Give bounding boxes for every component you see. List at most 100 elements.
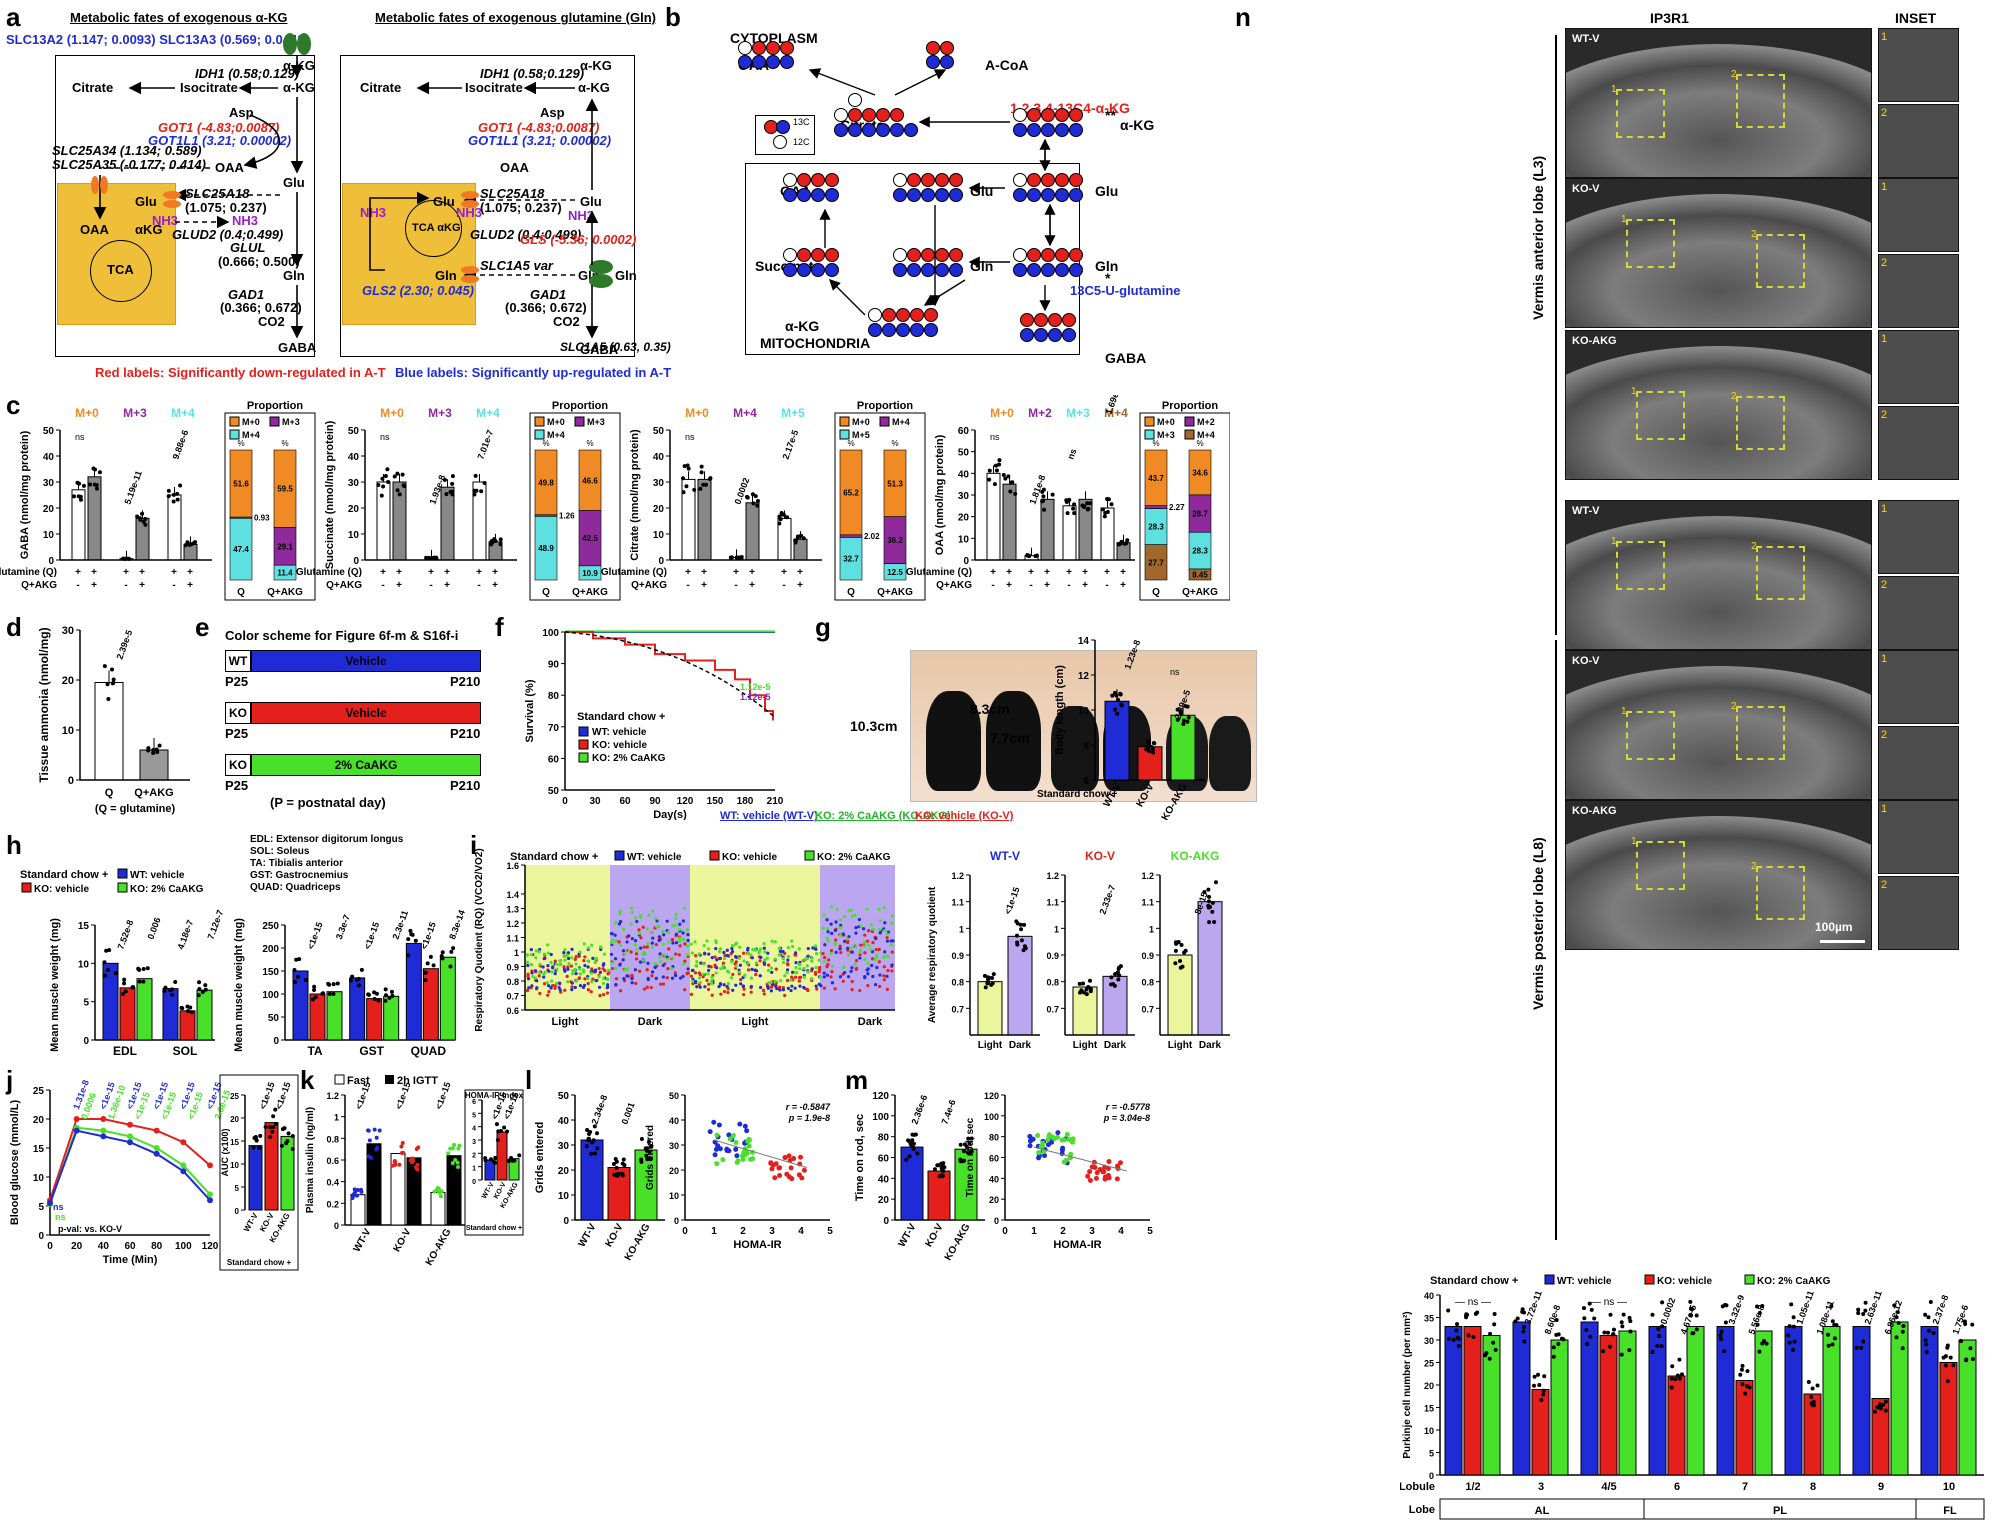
y-tick-label: 1 [472,1166,476,1173]
data-point [589,971,594,975]
data-point [754,969,759,973]
inset-image: 1 [1878,330,1959,404]
data-point [830,964,835,968]
data-point [635,948,639,952]
inset-image: 2 [1878,406,1959,480]
x-row-label: Glutamine (Q) [601,567,667,578]
legend-swatch [578,739,589,750]
data-point [541,965,545,969]
data-point [1764,1341,1769,1346]
carbon-atom [910,308,924,322]
p-value-label: <1e-15 [419,921,438,951]
y-tick-label: 50 [653,426,665,437]
x-tick-label: 2 [1060,1226,1066,1237]
bar [422,968,439,1041]
data-point [866,967,870,971]
data-point [185,1004,190,1009]
data-point [859,943,863,947]
y-tick-label: 120 [872,1091,889,1102]
data-point [179,1005,184,1010]
category-label: EDL [113,1044,137,1058]
data-point [73,1116,80,1122]
segment-value: 28.7 [1192,510,1208,519]
data-point [1034,553,1039,558]
bar [607,1167,631,1221]
data-point [865,939,870,943]
data-point [802,985,806,990]
data-point [506,1159,511,1164]
data-point [678,944,682,948]
data-point [1811,1399,1816,1404]
carbon-atom [862,108,876,122]
data-point [962,1142,967,1147]
data-point [678,936,682,940]
data-point [1087,1177,1093,1183]
data-point [717,985,721,989]
legend-label: M+0 [242,417,260,427]
data-point [699,961,703,965]
data-point [598,970,602,974]
minus-sign: - [991,580,994,591]
data-point [786,986,790,990]
data-point [838,918,843,922]
data-point [674,912,678,916]
data-point [830,905,834,909]
data-point [448,964,453,969]
data-point [1895,1310,1900,1315]
carbon-atom [780,41,794,55]
panel-b: CYTOPLASM MITOCHONDRIA OAA A-CoA Citrate… [665,0,1225,380]
data-point [100,1116,107,1122]
segment-value: 32.7 [843,555,859,564]
bar [1102,975,1128,1036]
data-point [200,989,205,994]
data-point [678,922,682,926]
data-point [1185,719,1190,724]
bar [986,472,1001,561]
data-point [861,927,866,931]
data-point [823,943,827,947]
y-tick-label: 14 [1078,636,1090,647]
data-point [878,973,882,977]
data-point [857,917,862,922]
data-point [438,1194,443,1199]
data-point [1086,506,1091,511]
a-left-box [55,55,315,357]
data-point [786,945,790,950]
data-point [207,1197,213,1204]
carbon-atom [1027,123,1041,137]
data-point [1688,1306,1693,1311]
data-point [279,1143,284,1148]
pathway-arrow [829,279,866,316]
a-slc25a18-r: SLC25A18 [480,186,545,201]
panel-d: 0 10 20 30 Tissue ammonia (nmol/mg) Q Q+AKG 2.3… [30,620,190,820]
data-point [331,982,336,987]
carbon-atom [893,248,907,262]
data-point [410,1160,415,1165]
lobule-label: 8 [1810,1481,1816,1493]
data-point [1659,1344,1664,1349]
inset-box-1 [1616,89,1665,138]
data-point [498,542,503,547]
data-point [170,992,175,997]
y-tick-label: 150 [262,967,279,978]
data-point [582,983,587,987]
data-point [1861,1311,1866,1316]
data-point [644,1153,649,1158]
data-point [830,970,834,974]
y-tick-label: 1.6 [506,861,519,871]
data-point [1041,494,1046,499]
a-tca-cycle [90,240,152,302]
inset-box-1 [1636,841,1685,890]
data-point [697,976,702,980]
data-point [1093,1175,1099,1181]
carbon-atom [1041,108,1055,122]
phase-background [610,865,690,1010]
a-gln: Gln [283,268,305,283]
data-point [1719,1329,1724,1334]
data-point [1856,1307,1861,1312]
data-point [665,957,669,961]
data-point [698,486,703,491]
data-point [1688,1312,1693,1317]
y-tick-label: 15 [230,1138,239,1147]
